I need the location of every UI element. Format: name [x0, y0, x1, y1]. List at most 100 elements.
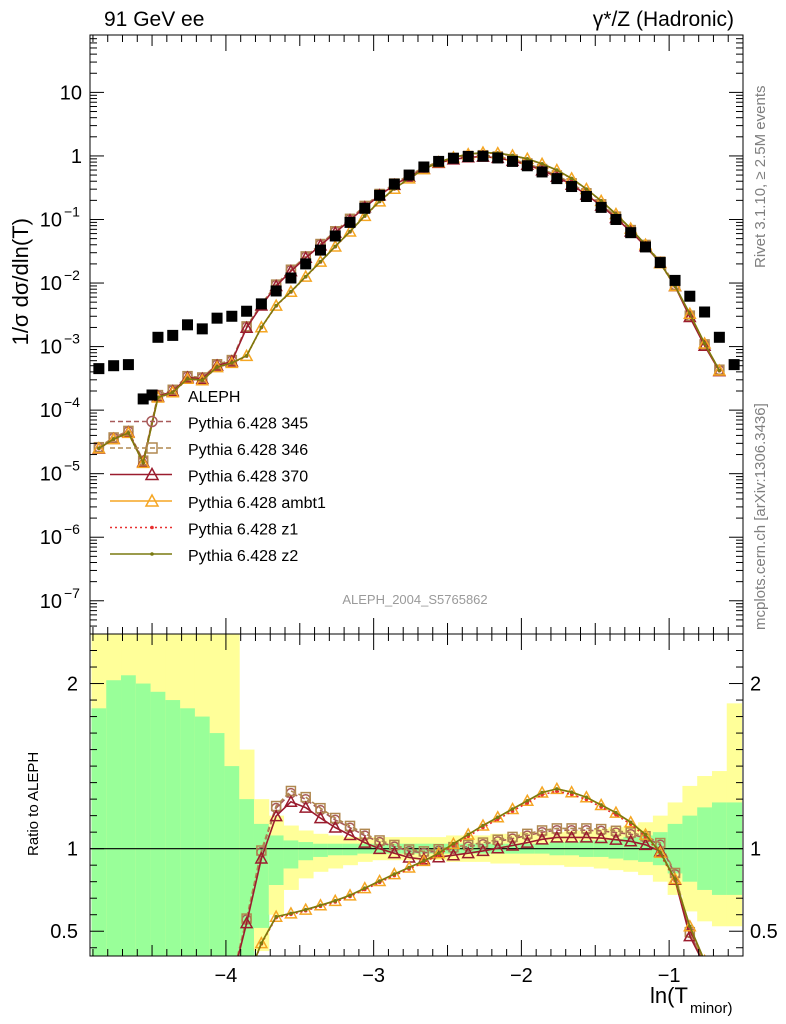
- data-point: [492, 152, 504, 164]
- data-point: [476, 843, 490, 857]
- y-tick-label-exponent: −1: [64, 203, 80, 219]
- data-point: [609, 832, 623, 845]
- data-point: [97, 1003, 101, 1007]
- data-point: [259, 941, 264, 945]
- y-tick-label: 10: [40, 527, 62, 549]
- data-point: [284, 794, 298, 808]
- data-point: [702, 341, 707, 346]
- data-point: [289, 289, 293, 294]
- data-point: [94, 1000, 103, 1009]
- ratio-y-tick-label: 0.5: [50, 921, 78, 943]
- data-point: [183, 984, 192, 993]
- data-point: [358, 835, 372, 848]
- data-point: [245, 980, 249, 984]
- data-point: [186, 989, 190, 993]
- ratio-y-tick-label-right: 0.5: [750, 921, 778, 943]
- data-point: [289, 911, 293, 916]
- legend-label: Pythia 6.428 370: [188, 469, 308, 486]
- data-point: [239, 348, 254, 362]
- data-point: [569, 790, 574, 794]
- y-tick-label: 10: [40, 273, 62, 295]
- data-point: [714, 959, 725, 969]
- data-point: [658, 850, 663, 855]
- data-point: [728, 359, 740, 371]
- analysis-watermark: ALEPH_2004_S5765862: [342, 592, 487, 607]
- data-point: [139, 992, 148, 1001]
- data-point: [185, 377, 190, 381]
- data-point: [422, 859, 426, 863]
- data-point: [146, 415, 158, 428]
- data-point: [139, 992, 148, 1001]
- data-point: [451, 842, 456, 846]
- data-point: [239, 320, 254, 334]
- data-point: [348, 229, 352, 234]
- data-point: [643, 832, 648, 837]
- data-point: [447, 152, 459, 164]
- data-point: [156, 994, 160, 998]
- ratio-bands: [91, 634, 743, 956]
- data-point: [374, 189, 386, 201]
- data-point: [109, 997, 118, 1006]
- data-point: [699, 306, 711, 318]
- main-plot-frame: [89, 34, 744, 635]
- data-point: [700, 958, 709, 967]
- data-point: [136, 455, 150, 469]
- y-tick-label: 1: [71, 146, 82, 168]
- data-point: [285, 272, 297, 284]
- stat-band-bin: [121, 675, 137, 956]
- data-point: [510, 807, 515, 811]
- stat-band-bin: [298, 842, 314, 861]
- data-point: [200, 986, 204, 990]
- data-point: [584, 187, 589, 191]
- data-point: [579, 830, 594, 843]
- data-point: [362, 214, 367, 218]
- data-point: [146, 442, 158, 454]
- ratio-y-axis-title: Ratio to ALEPH: [25, 752, 42, 856]
- data-point: [93, 999, 104, 1009]
- data-point: [239, 916, 254, 929]
- data-point: [688, 924, 692, 929]
- data-point: [536, 166, 548, 178]
- data-point: [599, 199, 603, 203]
- data-point: [186, 989, 190, 993]
- stat-band-bin: [283, 840, 299, 869]
- data-point: [137, 393, 149, 405]
- data-point: [284, 284, 298, 297]
- data-point: [244, 354, 249, 358]
- y-tick-label: 10: [40, 591, 62, 613]
- data-point: [123, 994, 134, 1004]
- data-point: [713, 331, 725, 343]
- data-point: [144, 466, 160, 481]
- ratio-plot-frame: [89, 633, 744, 957]
- data-point: [108, 997, 119, 1007]
- data-point: [507, 155, 519, 167]
- data-point: [525, 798, 530, 803]
- data-point: [683, 919, 697, 932]
- legend-label: Pythia 6.428 z1: [188, 522, 298, 539]
- data-point: [93, 999, 104, 1009]
- data-point: [167, 986, 178, 996]
- data-point: [372, 194, 387, 207]
- data-point: [628, 820, 633, 825]
- data-point: [718, 963, 722, 967]
- y-tick-label: 10: [60, 82, 82, 104]
- data-point: [703, 959, 707, 963]
- data-point: [525, 156, 530, 161]
- data-point: [599, 803, 603, 807]
- stat-band-bin: [313, 843, 329, 857]
- legend-label: Pythia 6.428 z2: [188, 548, 298, 565]
- data-point: [535, 832, 549, 845]
- data-point: [684, 290, 696, 302]
- data-point: [97, 1003, 101, 1007]
- data-point: [241, 305, 253, 317]
- x-tick-label: −4: [215, 965, 238, 987]
- data-point: [153, 989, 162, 998]
- legend-label: ALEPH: [188, 389, 240, 406]
- data-point: [639, 241, 651, 253]
- stat-band-bin: [209, 733, 225, 956]
- ratio-y-tick-label-right: 2: [750, 674, 761, 696]
- data-point: [505, 801, 520, 815]
- data-point: [377, 879, 382, 883]
- data-point: [211, 312, 223, 324]
